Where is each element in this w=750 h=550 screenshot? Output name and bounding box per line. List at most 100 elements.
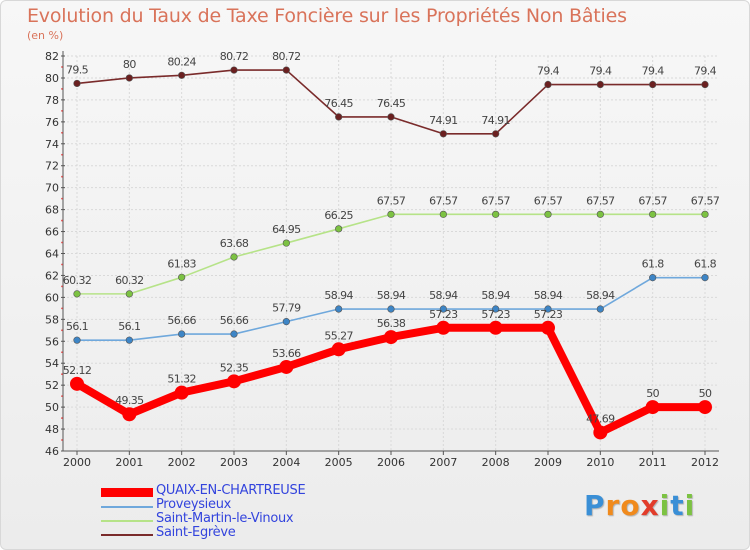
- chart-title: Evolution du Taux de Taxe Foncière sur l…: [27, 5, 627, 27]
- y-minor-tick: [61, 351, 63, 354]
- legend-swatch: [101, 488, 153, 497]
- y-minor-tick: [61, 153, 63, 156]
- data-label: 79.4: [537, 65, 560, 78]
- data-label: 51.32: [167, 373, 196, 386]
- y-tick-label: 70: [45, 182, 59, 195]
- x-tick-label: 2007: [429, 456, 457, 469]
- data-point: [649, 80, 657, 89]
- data-point: [125, 290, 133, 298]
- x-tick-label: 2012: [691, 456, 719, 469]
- data-point: [282, 239, 290, 247]
- data-point: [645, 400, 660, 415]
- data-label: 60.32: [115, 274, 144, 287]
- y-minor-tick: [61, 219, 63, 222]
- x-tick-label: 2009: [534, 456, 562, 469]
- data-label: 74.91: [429, 114, 458, 127]
- data-label: 64.95: [272, 223, 301, 236]
- axes: [62, 51, 719, 452]
- data-label: 56.38: [377, 317, 406, 330]
- proxiti-logo[interactable]: Proxiti: [584, 489, 695, 522]
- logo-letter: r: [605, 489, 621, 522]
- data-point: [701, 80, 709, 89]
- y-tick-label: 76: [45, 116, 59, 129]
- data-point: [282, 66, 290, 74]
- data-point: [279, 359, 294, 374]
- data-label: 76.45: [377, 97, 406, 110]
- y-minor-tick: [61, 285, 63, 288]
- data-label: 79.4: [642, 65, 665, 78]
- y-tick-label: 68: [45, 204, 59, 217]
- data-point: [439, 130, 447, 138]
- data-label: 80.72: [272, 50, 301, 63]
- x-tick-label: 2011: [639, 456, 667, 469]
- y-minor-tick: [61, 263, 63, 266]
- y-minor-tick: [61, 417, 63, 419]
- y-minor-tick: [61, 131, 63, 134]
- data-point: [439, 210, 447, 218]
- data-point: [387, 113, 395, 121]
- data-label: 79.5: [66, 63, 89, 76]
- x-tick-label: 2005: [325, 456, 353, 469]
- data-point: [596, 305, 604, 313]
- data-point: [436, 320, 451, 335]
- data-label: 58.94: [481, 289, 510, 302]
- data-label: 57.79: [272, 302, 301, 315]
- data-label: 67.57: [638, 194, 667, 207]
- y-tick-label: 60: [45, 291, 59, 304]
- data-label: 79.4: [589, 65, 612, 78]
- y-minor-tick: [61, 439, 63, 441]
- data-label: 80: [123, 58, 136, 71]
- data-point: [387, 210, 395, 218]
- data-point: [174, 385, 189, 400]
- data-label: 57.23: [481, 308, 510, 321]
- data-labels: 52.12 49.35 51.32 52.35 53.66 55.27 56.38 57.23…: [63, 50, 721, 425]
- x-tick-label: 2001: [115, 456, 143, 469]
- y-tick-label: 74: [45, 138, 59, 151]
- legend-label: Saint-Martin-le-Vinoux: [156, 511, 294, 526]
- data-point: [125, 74, 133, 82]
- data-label: 58.94: [586, 289, 615, 302]
- data-label: 57.23: [429, 308, 458, 321]
- data-point: [544, 210, 552, 218]
- data-label: 67.57: [691, 194, 720, 207]
- data-label: 74.91: [481, 114, 510, 127]
- data-point: [492, 210, 500, 218]
- y-tick-label: 80: [45, 72, 59, 85]
- data-label: 79.4: [694, 65, 717, 78]
- data-point: [698, 400, 712, 415]
- legend-label: QUAIX-EN-CHARTREUSE: [156, 483, 306, 498]
- y-tick-label: 66: [45, 226, 59, 239]
- data-label: 53.66: [272, 347, 301, 360]
- data-point: [649, 210, 657, 218]
- logo-letter: i: [684, 489, 696, 522]
- data-point: [541, 320, 555, 335]
- data-point: [70, 376, 84, 391]
- logo-letter: P: [584, 489, 606, 522]
- data-label: 67.57: [481, 194, 510, 207]
- logo-letter: x: [640, 489, 660, 522]
- legend-label: Proveysieux: [156, 497, 232, 512]
- data-label: 50: [646, 387, 659, 400]
- y-minor-tick: [61, 329, 63, 332]
- data-label: 80.24: [167, 55, 196, 68]
- data-point: [387, 305, 395, 313]
- data-label: 60.32: [63, 274, 92, 287]
- data-point: [125, 336, 133, 344]
- data-label: 61.8: [694, 258, 717, 271]
- y-tick-label: 58: [45, 313, 59, 326]
- data-label: 80.72: [220, 50, 249, 63]
- data-point: [227, 374, 241, 389]
- data-point: [178, 330, 186, 338]
- data-point: [73, 79, 81, 88]
- data-point: [178, 273, 186, 281]
- data-point: [596, 80, 604, 89]
- x-tick-label: 2004: [272, 456, 300, 469]
- logo-letter: i: [659, 489, 671, 522]
- data-label: 58.94: [324, 289, 353, 302]
- y-minor-tick: [61, 88, 63, 90]
- legend-swatch: [101, 506, 153, 508]
- data-point: [122, 407, 137, 422]
- data-label: 76.45: [324, 97, 353, 110]
- unit-label: (en %): [27, 29, 64, 42]
- legend-label: Saint-Egrève: [156, 525, 236, 540]
